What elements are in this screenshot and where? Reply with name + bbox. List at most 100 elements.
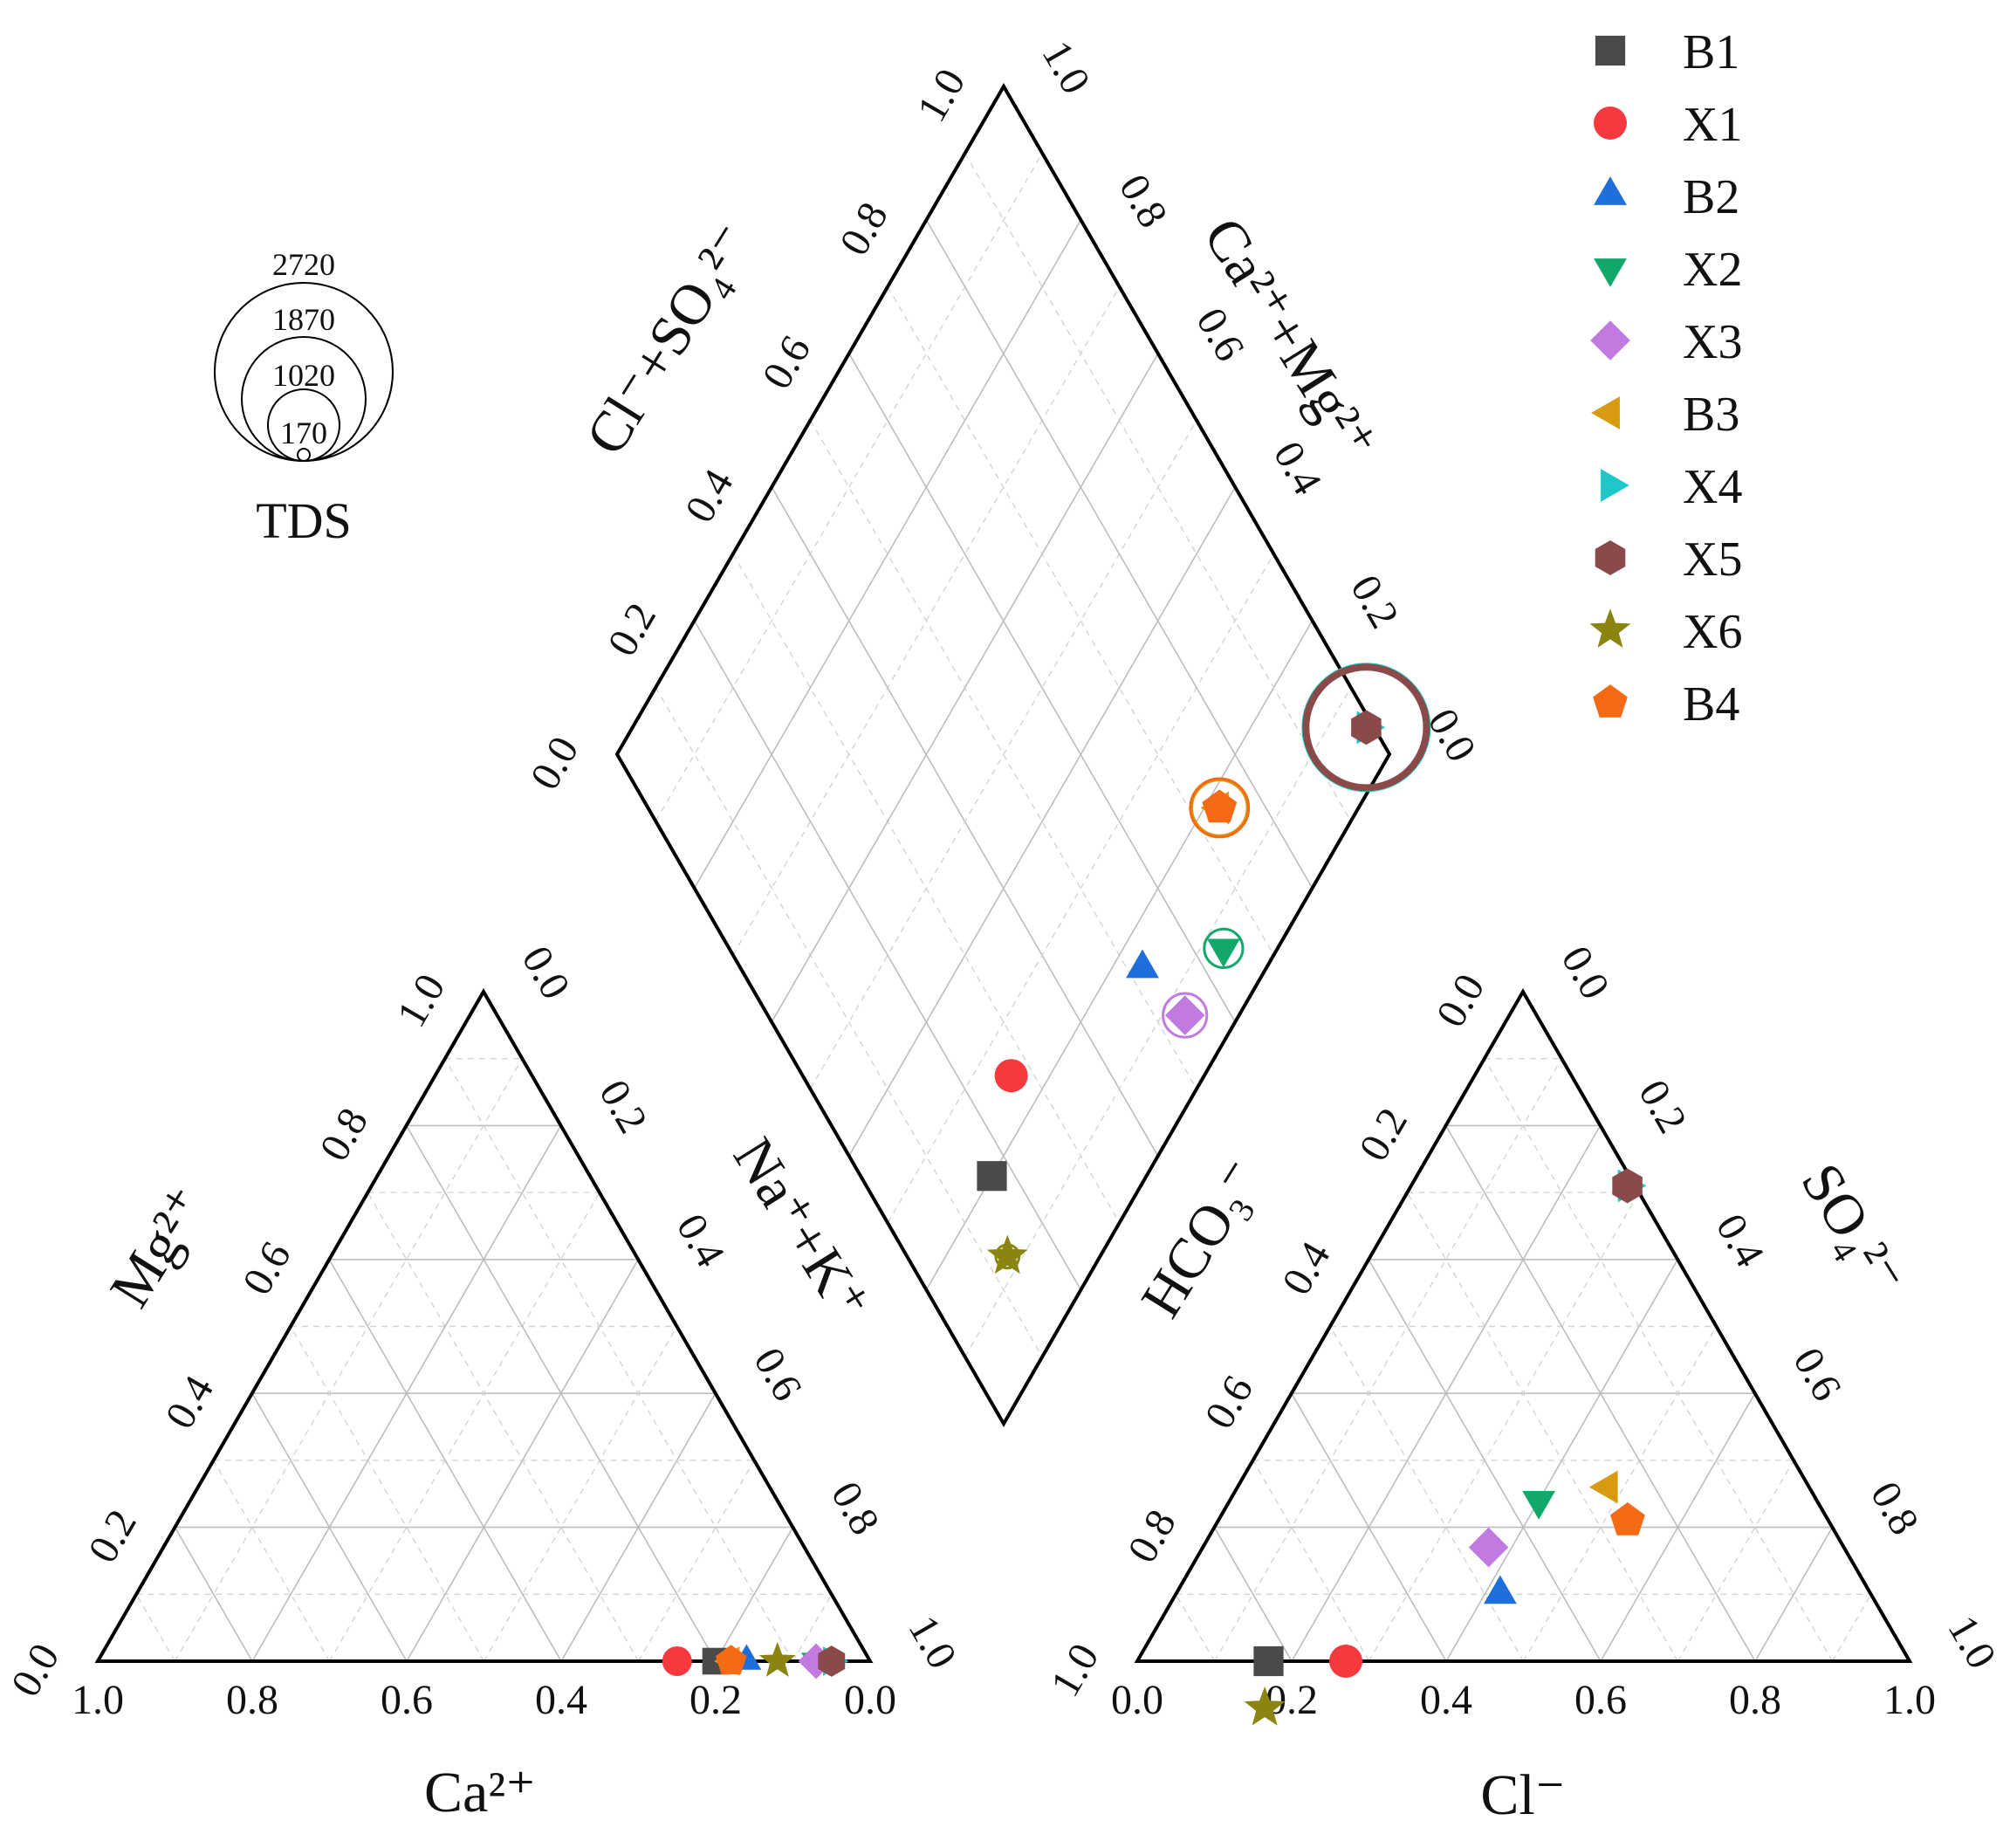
anion-point-b3 [1588,1470,1618,1504]
cation-left-tick: 1.0 [388,966,455,1034]
anion-grid-a [1213,1527,1293,1662]
diamond-grid-a [848,353,1236,1023]
cation-grid-a [444,1058,794,1662]
legend-label-x6: X6 [1683,605,1742,659]
anion-bottom-tick: 0.6 [1574,1677,1627,1723]
cation-point-b4 [715,1645,747,1675]
legend-label-x1: X1 [1683,98,1742,152]
anion-point-b1 [1253,1645,1284,1677]
anion-right-axis-title: SO₄²⁻ [1788,1153,1917,1307]
diamond-grid-a [964,153,1352,822]
legend-label-x4: X4 [1683,460,1742,514]
legend-label-b1: B1 [1683,25,1739,79]
diamond-grid-b [693,219,1082,889]
cation-right-tick: 0.4 [668,1206,734,1274]
diamond-tds-ring-x2 [1203,927,1245,970]
cation-left-axis-title: Mg²⁺ [98,1176,219,1318]
cation-point-x6 [758,1641,796,1677]
diamond-point-x2 [1206,938,1240,968]
tds-value-170: 170 [280,416,327,450]
cation-bottom-tick: 1.0 [72,1677,124,1723]
cation-right-tick: 0.0 [512,938,579,1006]
anion-left-tick: 0.0 [1428,966,1494,1034]
anion-grid-b [1677,1460,1794,1662]
legend-marker-x3 [1590,320,1630,361]
anion-right-tick: 0.0 [1552,938,1618,1006]
anion-left-tick: 0.2 [1350,1100,1417,1168]
cation-grid-a [367,1192,640,1662]
anion-point-b2 [1483,1575,1517,1604]
diamond-grid-b [809,420,1197,1089]
cation-point-x5 [818,1645,846,1677]
data-points [662,663,1647,1726]
anion-left-tick: 0.6 [1196,1368,1262,1436]
diamond-point-b2 [1126,949,1159,979]
diamond-grid-b [964,687,1352,1357]
legend-label-b4: B4 [1683,677,1739,732]
cation-right-tick: 1.0 [899,1608,965,1676]
diamond-point-x1 [994,1059,1028,1093]
tds-circle-170 [297,448,311,462]
anion-grid-b [1522,1326,1718,1662]
legend-marker-x5 [1595,540,1626,575]
cation-grid-b [715,1527,794,1662]
diamond-grid-a [655,687,1043,1357]
diamond-upper-left-axis-title: Cl⁻+SO₄²⁻ [573,213,765,466]
anion-point-x6 [1244,1687,1286,1726]
anion-grid-a [1252,1460,1370,1662]
anion-grid-a [1444,1124,1756,1662]
anion-left-tick: 0.8 [1119,1502,1185,1570]
anion-right-tick: 0.2 [1629,1072,1696,1140]
cation-left-tick: 0.2 [79,1502,146,1570]
diamond-tds-ring-b3 [1190,779,1249,837]
cation-bottom-tick: 0.6 [381,1677,433,1723]
diamond-point-b4 [1202,789,1238,823]
cation-grid-a [290,1326,485,1662]
legend-marker-b2 [1594,176,1627,205]
tds-value-2720: 2720 [272,247,335,282]
legend-marker-b4 [1593,684,1628,718]
cation-right-tick: 0.8 [822,1474,888,1542]
legend-label-b2: B2 [1683,170,1739,224]
cation-left-tick: 0.0 [3,1636,69,1704]
diamond-point-x5 [1351,710,1382,745]
diamond-upper-right-tick: 0.8 [1110,167,1176,235]
cation-point-x1 [662,1646,692,1676]
diamond-point-x3 [1164,995,1205,1035]
cation-left-tick: 0.4 [156,1368,223,1436]
cation-grid-b [328,1192,600,1662]
diamond-point-b1 [977,1161,1007,1192]
legend-label-x5: X5 [1683,532,1742,587]
diamond-tds-ring-b4 [1189,777,1251,839]
anion-point-x2 [1522,1490,1556,1520]
cation-right-tick: 0.2 [590,1072,656,1140]
cation-grid-b [174,1058,523,1662]
anion-bottom-tick: 0.4 [1420,1677,1472,1723]
diamond-point-x6 [986,1234,1028,1274]
anion-right-tick: 0.8 [1862,1474,1928,1542]
diamond-upper-left-tick: 0.4 [676,462,743,530]
cation-grid-b [483,1326,678,1662]
cation-left-tick: 0.8 [311,1100,377,1168]
anion-right-tick: 0.6 [1784,1340,1850,1408]
cation-right-tick: 0.6 [744,1340,811,1408]
anion-grid-a [1175,1593,1216,1662]
anion-grid-a [1329,1326,1525,1662]
diamond-upper-left-tick: 0.6 [753,328,820,396]
cation-grid-a [212,1460,331,1662]
anion-left-tick: 1.0 [1042,1636,1108,1704]
diamond-grid-b [887,553,1275,1224]
diamond-grid-b [655,153,1043,822]
tds-size-legend: 2720 1870 1020 170 TDS [214,247,394,549]
legend-label-b3: B3 [1683,388,1739,442]
cation-grid-a [135,1593,176,1662]
diamond-tds-ring-x3 [1162,992,1209,1039]
cation-bottom-tick: 0.4 [535,1677,587,1723]
anion-point-b4 [1610,1502,1645,1535]
diamond-upper-left-tick: 0.0 [522,729,588,797]
diamond-grid-a [887,286,1275,956]
diamond-upper-left-tick: 1.0 [909,61,975,129]
anion-bottom-tick: 0.0 [1111,1677,1163,1723]
anion-bottom-tick: 0.8 [1729,1677,1781,1723]
